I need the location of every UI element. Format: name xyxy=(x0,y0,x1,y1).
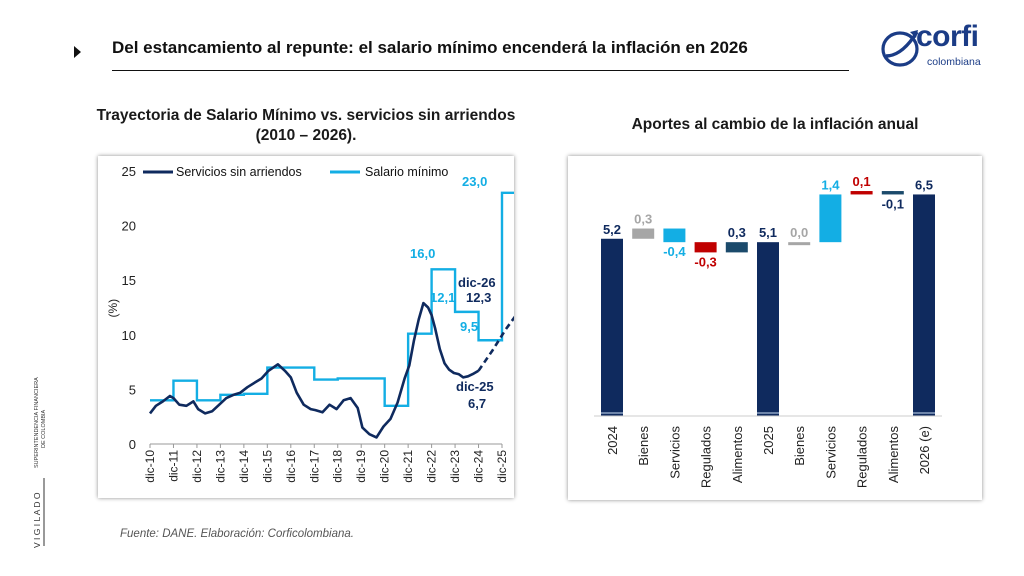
header-divider xyxy=(112,70,849,71)
x-tick-label: dic-10 xyxy=(143,450,157,483)
series-line-salario-minimo xyxy=(150,191,528,407)
x-tick-label: dic-16 xyxy=(284,450,298,483)
data-label: 23,0 xyxy=(462,174,487,189)
waterfall-bar xyxy=(881,191,904,195)
y-axis-label: (%) xyxy=(106,299,120,318)
bar-value-label: 0,1 xyxy=(853,174,871,189)
vigilado-entity-line1: SUPERINTENDENCIA FINANCIERA xyxy=(34,377,40,468)
bar-value-label: 0,0 xyxy=(790,225,808,240)
category-label: Bienes xyxy=(636,426,651,466)
waterfall-bar xyxy=(819,194,842,243)
legend-label-salario: Salario mínimo xyxy=(365,165,448,179)
waterfall-bar xyxy=(601,238,623,416)
data-label: 12,1 xyxy=(430,290,455,305)
category-label: Bienes xyxy=(792,426,807,466)
y-tick-label: 0 xyxy=(129,437,136,452)
waterfall-chart: 5,2 2024 0,3 Bienes -0,4 Servicios -0,3 Regulad… xyxy=(594,174,942,489)
swoosh-icon xyxy=(881,30,919,67)
x-tick-label: dic-18 xyxy=(331,450,345,483)
line-chart-title: Trayectoria de Salario Mínimo vs. servic… xyxy=(96,107,516,144)
bar-value-label: -0,3 xyxy=(694,254,716,269)
logo-subtitle: colombiana xyxy=(927,56,981,68)
waterfall-bar xyxy=(694,242,717,253)
x-tick-label: dic-24 xyxy=(472,450,486,483)
bar-value-label: -0,4 xyxy=(663,244,686,259)
waterfall-bar xyxy=(757,242,779,416)
category-label: Servicios xyxy=(823,426,838,479)
bar-value-label: 0,3 xyxy=(634,212,652,227)
bar-value-label: 6,5 xyxy=(915,177,933,192)
y-tick-label: 20 xyxy=(122,219,136,234)
vigilado-entity-line2: DE COLOMBIA xyxy=(41,409,47,448)
waterfall-bar xyxy=(850,191,873,195)
legend-label-servicios: Servicios sin arriendos xyxy=(176,165,302,179)
x-tick-label: dic-12 xyxy=(190,450,204,483)
x-tick-label: dic-19 xyxy=(354,450,368,483)
x-tick-label: dic-23 xyxy=(448,450,462,483)
data-label: 9,5 xyxy=(460,319,478,334)
series-projection-servicios xyxy=(477,308,522,372)
data-label: 6,7 xyxy=(468,396,486,411)
category-label: Regulados xyxy=(855,426,870,489)
bar-value-label: 5,1 xyxy=(759,225,777,240)
category-label: Regulados xyxy=(699,426,714,489)
bar-value-label: 0,3 xyxy=(728,225,746,240)
x-tick-label: dic-11 xyxy=(166,450,180,482)
data-label: 16,0 xyxy=(410,246,435,261)
line-chart: 0 5 10 15 20 25 (%) dic-10 dic-11 dic-12 dic-13 dic… xyxy=(106,164,532,483)
waterfall-bar xyxy=(788,242,811,246)
y-tick-label: 5 xyxy=(129,382,136,397)
y-tick-label: 10 xyxy=(122,328,136,343)
x-tick-label: dic-15 xyxy=(260,450,274,483)
data-label: dic-26 xyxy=(458,275,496,290)
category-label: Alimentos xyxy=(886,426,901,484)
category-label: 2024 xyxy=(605,426,620,455)
x-tick-label: dic-20 xyxy=(378,450,392,483)
corficolombiana-logo: corfi colombiana xyxy=(880,20,1000,74)
category-label: 2025 xyxy=(761,426,776,455)
waterfall-bar xyxy=(632,228,655,239)
bar-value-label: 1,4 xyxy=(821,177,840,192)
data-label: dic-25 xyxy=(456,379,494,394)
vigilado-label: V I G I L A D O xyxy=(32,492,42,548)
bar-value-label: 5,2 xyxy=(603,222,621,237)
x-tick-label: dic-13 xyxy=(213,450,227,483)
source-note: Fuente: DANE. Elaboración: Corficolombia… xyxy=(120,528,354,540)
category-label: 2026 (e) xyxy=(917,426,932,474)
header-bullet-icon xyxy=(74,46,81,58)
category-label: Servicios xyxy=(667,426,682,479)
waterfall-bar xyxy=(725,242,748,253)
waterfall-bar xyxy=(913,194,935,416)
vigilado-mark: V I G I L A D O SUPERINTENDENCIA FINANCI… xyxy=(32,377,47,548)
x-tick-label: dic-22 xyxy=(425,450,439,483)
data-label: 12,3 xyxy=(466,290,491,305)
category-label: Alimentos xyxy=(730,426,745,484)
bar-value-label: -0,1 xyxy=(882,196,904,211)
x-tick-label: dic-14 xyxy=(237,450,251,483)
series-line-servicios xyxy=(148,301,480,439)
y-tick-label: 15 xyxy=(122,273,136,288)
x-tick-label: dic-17 xyxy=(307,450,321,483)
page-title: Del estancamiento al repunte: el salario… xyxy=(112,38,748,57)
x-tick-label: dic-21 xyxy=(401,450,415,483)
logo-wordmark: corfi xyxy=(916,20,979,53)
line-chart-panel: 0 5 10 15 20 25 (%) dic-10 dic-11 dic-12 dic-13 dic… xyxy=(98,156,532,498)
waterfall-bar xyxy=(663,228,686,243)
waterfall-chart-panel: 5,2 2024 0,3 Bienes -0,4 Servicios -0,3 Regulad… xyxy=(568,156,982,500)
x-tick-label: dic-25 xyxy=(495,450,509,483)
waterfall-chart-title: Aportes al cambio de la inflación anual xyxy=(631,116,919,133)
y-tick-label: 25 xyxy=(122,164,136,179)
